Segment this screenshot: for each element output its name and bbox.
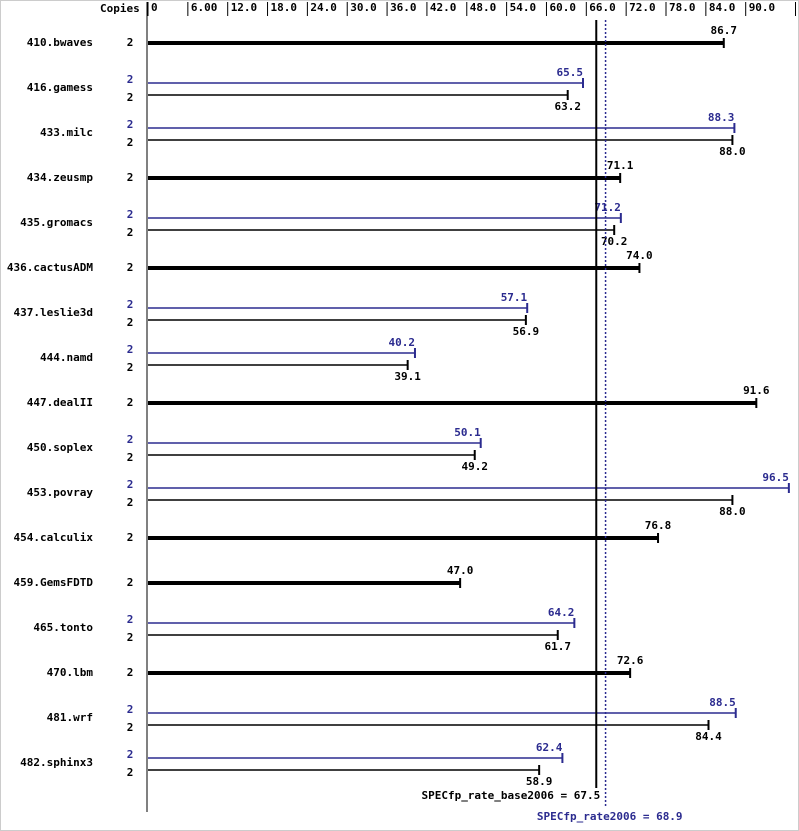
value-label: 88.0 xyxy=(719,145,746,158)
copies: 2 xyxy=(127,576,134,589)
x-tick-label: 0 xyxy=(151,1,158,14)
value-label: 70.2 xyxy=(601,235,628,248)
value-label: 91.6 xyxy=(743,384,770,397)
benchmark-label: 436.cactusADM xyxy=(7,261,93,274)
copies: 2 xyxy=(127,36,134,49)
x-tick-label: 48.0 xyxy=(470,1,497,14)
value-label: 61.7 xyxy=(545,640,572,653)
value-label: 86.7 xyxy=(711,24,738,37)
copies: 2 xyxy=(127,531,134,544)
copies-header: Copies xyxy=(100,2,140,15)
value-label: 49.2 xyxy=(461,460,488,473)
benchmark-label: 482.sphinx3 xyxy=(20,756,93,769)
benchmark-label: 450.soplex xyxy=(27,441,94,454)
value-label: 64.2 xyxy=(548,606,575,619)
value-label: 88.3 xyxy=(708,111,735,124)
benchmark-label: 444.namd xyxy=(40,351,93,364)
value-label: 56.9 xyxy=(513,325,540,338)
x-tick-label: 90.0 xyxy=(749,1,776,14)
copies: 2 xyxy=(127,226,134,239)
benchmark-label: 410.bwaves xyxy=(27,36,93,49)
value-label: 71.2 xyxy=(594,201,621,214)
x-tick-label: 84.0 xyxy=(709,1,736,14)
copies: 2 xyxy=(127,721,134,734)
x-tick-label: 42.0 xyxy=(430,1,457,14)
copies: 2 xyxy=(127,396,134,409)
value-label: 40.2 xyxy=(388,336,415,349)
copies: 2 xyxy=(127,613,134,626)
value-label: 72.6 xyxy=(617,654,644,667)
value-label: 71.1 xyxy=(607,159,634,172)
x-tick-label: 30.0 xyxy=(350,1,377,14)
x-tick-label: 54.0 xyxy=(510,1,536,14)
benchmark-label: 434.zeusmp xyxy=(27,171,94,184)
copies: 2 xyxy=(127,91,134,104)
copies: 2 xyxy=(127,208,134,221)
copies: 2 xyxy=(127,298,134,311)
value-label: 74.0 xyxy=(626,249,653,262)
x-tick-label: 72.0 xyxy=(629,1,656,14)
benchmark-label: 465.tonto xyxy=(33,621,93,634)
value-label: 50.1 xyxy=(454,426,481,439)
copies: 2 xyxy=(127,433,134,446)
value-label: 96.5 xyxy=(762,471,789,484)
benchmark-label: 433.milc xyxy=(40,126,93,139)
copies: 2 xyxy=(127,343,134,356)
benchmark-label: 481.wrf xyxy=(47,711,93,724)
copies: 2 xyxy=(127,171,134,184)
copies: 2 xyxy=(127,261,134,274)
copies: 2 xyxy=(127,73,134,86)
benchmark-label: 470.lbm xyxy=(47,666,94,679)
copies: 2 xyxy=(127,361,134,374)
copies: 2 xyxy=(127,451,134,464)
copies: 2 xyxy=(127,766,134,779)
value-label: 63.2 xyxy=(554,100,581,113)
x-tick-label: 24.0 xyxy=(310,1,337,14)
copies: 2 xyxy=(127,136,134,149)
value-label: 84.4 xyxy=(695,730,722,743)
benchmark-label: 435.gromacs xyxy=(20,216,93,229)
copies: 2 xyxy=(127,316,134,329)
benchmark-label: 437.leslie3d xyxy=(14,306,93,319)
value-label: 62.4 xyxy=(536,741,563,754)
copies: 2 xyxy=(127,703,134,716)
x-tick-label: 78.0 xyxy=(669,1,696,14)
value-label: 39.1 xyxy=(394,370,421,383)
copies: 2 xyxy=(127,748,134,761)
copies: 2 xyxy=(127,478,134,491)
value-label: 88.5 xyxy=(709,696,736,709)
x-tick-label: 66.0 xyxy=(589,1,616,14)
benchmark-label: 447.dealII xyxy=(27,396,93,409)
x-tick-label: 6.00 xyxy=(191,1,218,14)
benchmark-label: 454.calculix xyxy=(14,531,94,544)
benchmark-label: 459.GemsFDTD xyxy=(14,576,94,589)
value-label: 58.9 xyxy=(526,775,553,788)
copies: 2 xyxy=(127,496,134,509)
reference-label: SPECfp_rate2006 = 68.9 xyxy=(537,810,683,823)
value-label: 57.1 xyxy=(501,291,528,304)
copies: 2 xyxy=(127,631,134,644)
x-tick-label: 12.0 xyxy=(231,1,258,14)
x-tick-label: 18.0 xyxy=(271,1,298,14)
reference-label: SPECfp_rate_base2006 = 67.5 xyxy=(421,789,600,802)
value-label: 76.8 xyxy=(645,519,672,532)
x-tick-label: 36.0 xyxy=(390,1,417,14)
copies: 2 xyxy=(127,666,134,679)
value-label: 65.5 xyxy=(556,66,583,79)
benchmark-label: 416.gamess xyxy=(27,81,93,94)
value-label: 88.0 xyxy=(719,505,746,518)
benchmark-label: 453.povray xyxy=(27,486,94,499)
value-label: 47.0 xyxy=(447,564,474,577)
x-tick-label: 60.0 xyxy=(549,1,576,14)
copies: 2 xyxy=(127,118,134,131)
